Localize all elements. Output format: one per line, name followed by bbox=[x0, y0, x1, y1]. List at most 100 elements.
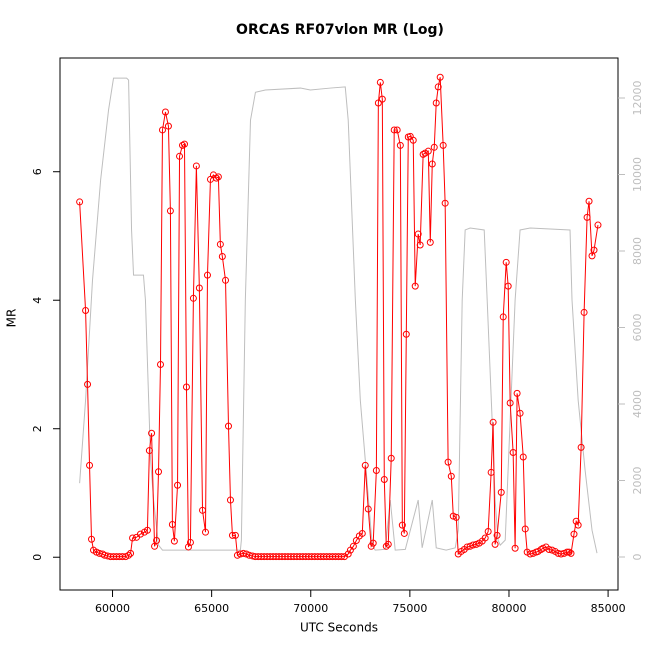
data-point bbox=[344, 550, 352, 558]
data-point bbox=[426, 238, 434, 246]
data-point bbox=[216, 240, 224, 248]
data-point bbox=[414, 230, 422, 238]
series-line bbox=[79, 77, 598, 554]
data-point bbox=[489, 418, 497, 426]
data-point bbox=[384, 540, 392, 548]
data-point bbox=[189, 294, 197, 302]
data-point bbox=[76, 198, 84, 206]
data-point bbox=[441, 199, 449, 207]
y-tick-label: 2 bbox=[31, 425, 44, 432]
data-point bbox=[411, 282, 419, 290]
data-point bbox=[337, 553, 345, 561]
data-point bbox=[199, 506, 207, 514]
data-point bbox=[228, 531, 236, 539]
data-point bbox=[380, 475, 388, 483]
data-point bbox=[439, 141, 447, 149]
data-point bbox=[166, 207, 174, 215]
data-point bbox=[506, 399, 514, 407]
data-point bbox=[153, 537, 161, 545]
data-point bbox=[376, 78, 384, 86]
x-tick-label: 60000 bbox=[95, 602, 130, 615]
data-point bbox=[393, 126, 401, 134]
data-point bbox=[563, 548, 571, 556]
data-point bbox=[509, 449, 517, 457]
data-point bbox=[511, 544, 519, 552]
data-point bbox=[226, 496, 234, 504]
data-point bbox=[168, 520, 176, 528]
data-point bbox=[184, 543, 192, 551]
y2-tick-label: 0 bbox=[631, 553, 644, 560]
data-point bbox=[447, 472, 455, 480]
data-point bbox=[519, 453, 527, 461]
series-line bbox=[79, 77, 599, 558]
data-point bbox=[444, 458, 452, 466]
data-point bbox=[419, 150, 427, 158]
data-point bbox=[136, 530, 144, 538]
data-point bbox=[428, 160, 436, 168]
plot-frame bbox=[59, 57, 619, 591]
x-tick-label: 80000 bbox=[491, 602, 526, 615]
data-point bbox=[526, 550, 534, 558]
data-point bbox=[222, 276, 230, 284]
data-point bbox=[372, 466, 380, 474]
y-axis-label: MR bbox=[5, 309, 19, 328]
data-point bbox=[369, 539, 377, 547]
data-point bbox=[481, 534, 489, 542]
data-point bbox=[378, 95, 386, 103]
data-point bbox=[224, 422, 232, 430]
data-point bbox=[390, 126, 398, 134]
data-point bbox=[164, 122, 172, 130]
data-point bbox=[572, 517, 580, 525]
data-point bbox=[218, 253, 226, 261]
data-point bbox=[567, 549, 575, 557]
data-point bbox=[180, 140, 188, 148]
data-point bbox=[409, 136, 417, 144]
x-tick-label: 65000 bbox=[194, 602, 229, 615]
data-point bbox=[143, 526, 151, 534]
data-point bbox=[145, 447, 153, 455]
data-point bbox=[201, 528, 209, 536]
data-point bbox=[402, 330, 410, 338]
data-point bbox=[416, 241, 424, 249]
data-point bbox=[129, 534, 137, 542]
y2-tick-label: 4000 bbox=[631, 390, 644, 418]
data-point bbox=[179, 141, 187, 149]
data-point bbox=[84, 380, 92, 388]
y2-tick-label: 8000 bbox=[631, 237, 644, 265]
data-point bbox=[430, 143, 438, 151]
data-point bbox=[148, 429, 156, 437]
data-point bbox=[594, 221, 602, 229]
data-point bbox=[484, 528, 492, 536]
data-point bbox=[195, 284, 203, 292]
data-point bbox=[570, 530, 578, 538]
data-point bbox=[557, 550, 565, 558]
data-point bbox=[382, 542, 390, 550]
data-point bbox=[214, 173, 222, 181]
data-point bbox=[463, 543, 471, 551]
data-point bbox=[521, 525, 529, 533]
data-point bbox=[361, 461, 369, 469]
data-point bbox=[452, 513, 460, 521]
data-point bbox=[516, 409, 524, 417]
y-tick-label: 6 bbox=[31, 168, 44, 175]
data-point bbox=[182, 383, 190, 391]
data-point bbox=[436, 73, 444, 81]
data-point bbox=[231, 531, 239, 539]
data-point bbox=[387, 454, 395, 462]
data-point bbox=[212, 174, 220, 182]
data-point bbox=[358, 529, 366, 537]
data-point bbox=[400, 529, 408, 537]
data-point bbox=[176, 152, 184, 160]
data-point bbox=[82, 307, 90, 315]
data-point bbox=[565, 548, 573, 556]
y-tick-label: 0 bbox=[31, 554, 44, 561]
data-point bbox=[127, 549, 135, 557]
data-point bbox=[125, 551, 133, 559]
chart-title: ORCAS RF07vlon MR (Log) bbox=[236, 22, 444, 38]
data-point bbox=[88, 535, 96, 543]
data-point bbox=[583, 213, 591, 221]
data-point bbox=[545, 546, 553, 554]
data-point bbox=[574, 521, 582, 529]
y-tick-label: 4 bbox=[31, 297, 44, 304]
